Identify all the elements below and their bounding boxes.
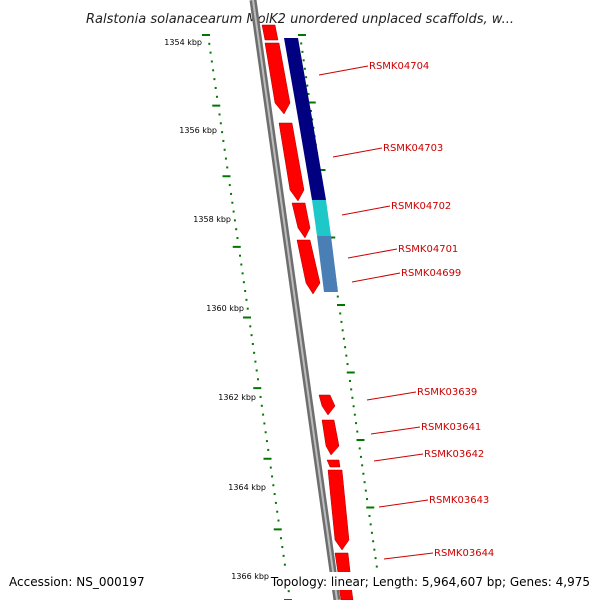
gene-label[interactable]: RSMK04699 [401, 268, 461, 279]
gene-leaders [318, 65, 434, 560]
gene-label[interactable]: RSMK03643 [429, 495, 489, 506]
gene-block-navy[interactable] [298, 118, 326, 200]
gene-label[interactable]: RSMK04703 [383, 143, 443, 154]
tick-label: 1364 kbp [228, 483, 266, 492]
gene-label[interactable]: RSMK04702 [391, 201, 451, 212]
gene-label[interactable]: RSMK03641 [421, 422, 481, 433]
tick-label: 1366 kbp [231, 572, 269, 581]
gene-arrow[interactable] [318, 394, 336, 416]
gene-labels: RSMK04704 RSMK04703 RSMK04702 RSMK04701 … [369, 61, 494, 559]
gene-arrow[interactable] [296, 239, 321, 295]
accession-text: Accession: NS_000197 [9, 575, 145, 589]
gene-block-steel[interactable] [317, 236, 338, 292]
gene-label[interactable]: RSMK03642 [424, 449, 484, 460]
tick-label: 1358 kbp [193, 215, 231, 224]
gene-label[interactable]: RSMK03639 [417, 387, 477, 398]
gene-arrow[interactable] [264, 42, 291, 115]
footer-right-bg [270, 572, 600, 590]
gene-arrow[interactable] [326, 459, 341, 468]
topology-summary-text: Topology: linear; Length: 5,964,607 bp; … [270, 575, 590, 589]
gene-label[interactable]: RSMK03644 [434, 548, 494, 559]
gene-block-cyan[interactable] [312, 200, 331, 236]
left-tick-track [202, 34, 292, 600]
tick-label: 1362 kbp [218, 393, 256, 402]
operon-genes [284, 38, 338, 292]
tick-labels: 1354 kbp 1356 kbp 1358 kbp 1360 kbp 1362… [164, 38, 269, 581]
gene-arrow[interactable] [278, 122, 305, 202]
gene-block-navy[interactable] [284, 38, 312, 118]
map-title: Ralstonia solanacearum MolK2 unordered u… [86, 12, 514, 27]
gene-label[interactable]: RSMK04701 [398, 244, 458, 255]
tick-label: 1356 kbp [179, 126, 217, 135]
tick-label: 1354 kbp [164, 38, 202, 47]
gene-arrow[interactable] [321, 419, 340, 456]
forward-strand-genes [261, 24, 354, 600]
gene-label[interactable]: RSMK04704 [369, 61, 429, 72]
tick-label: 1360 kbp [206, 304, 244, 313]
gene-arrow[interactable] [291, 202, 311, 239]
backbone [249, 0, 341, 600]
gene-arrow[interactable] [327, 469, 350, 551]
footer-left-bg [0, 572, 92, 590]
gene-arrow[interactable] [261, 24, 279, 41]
